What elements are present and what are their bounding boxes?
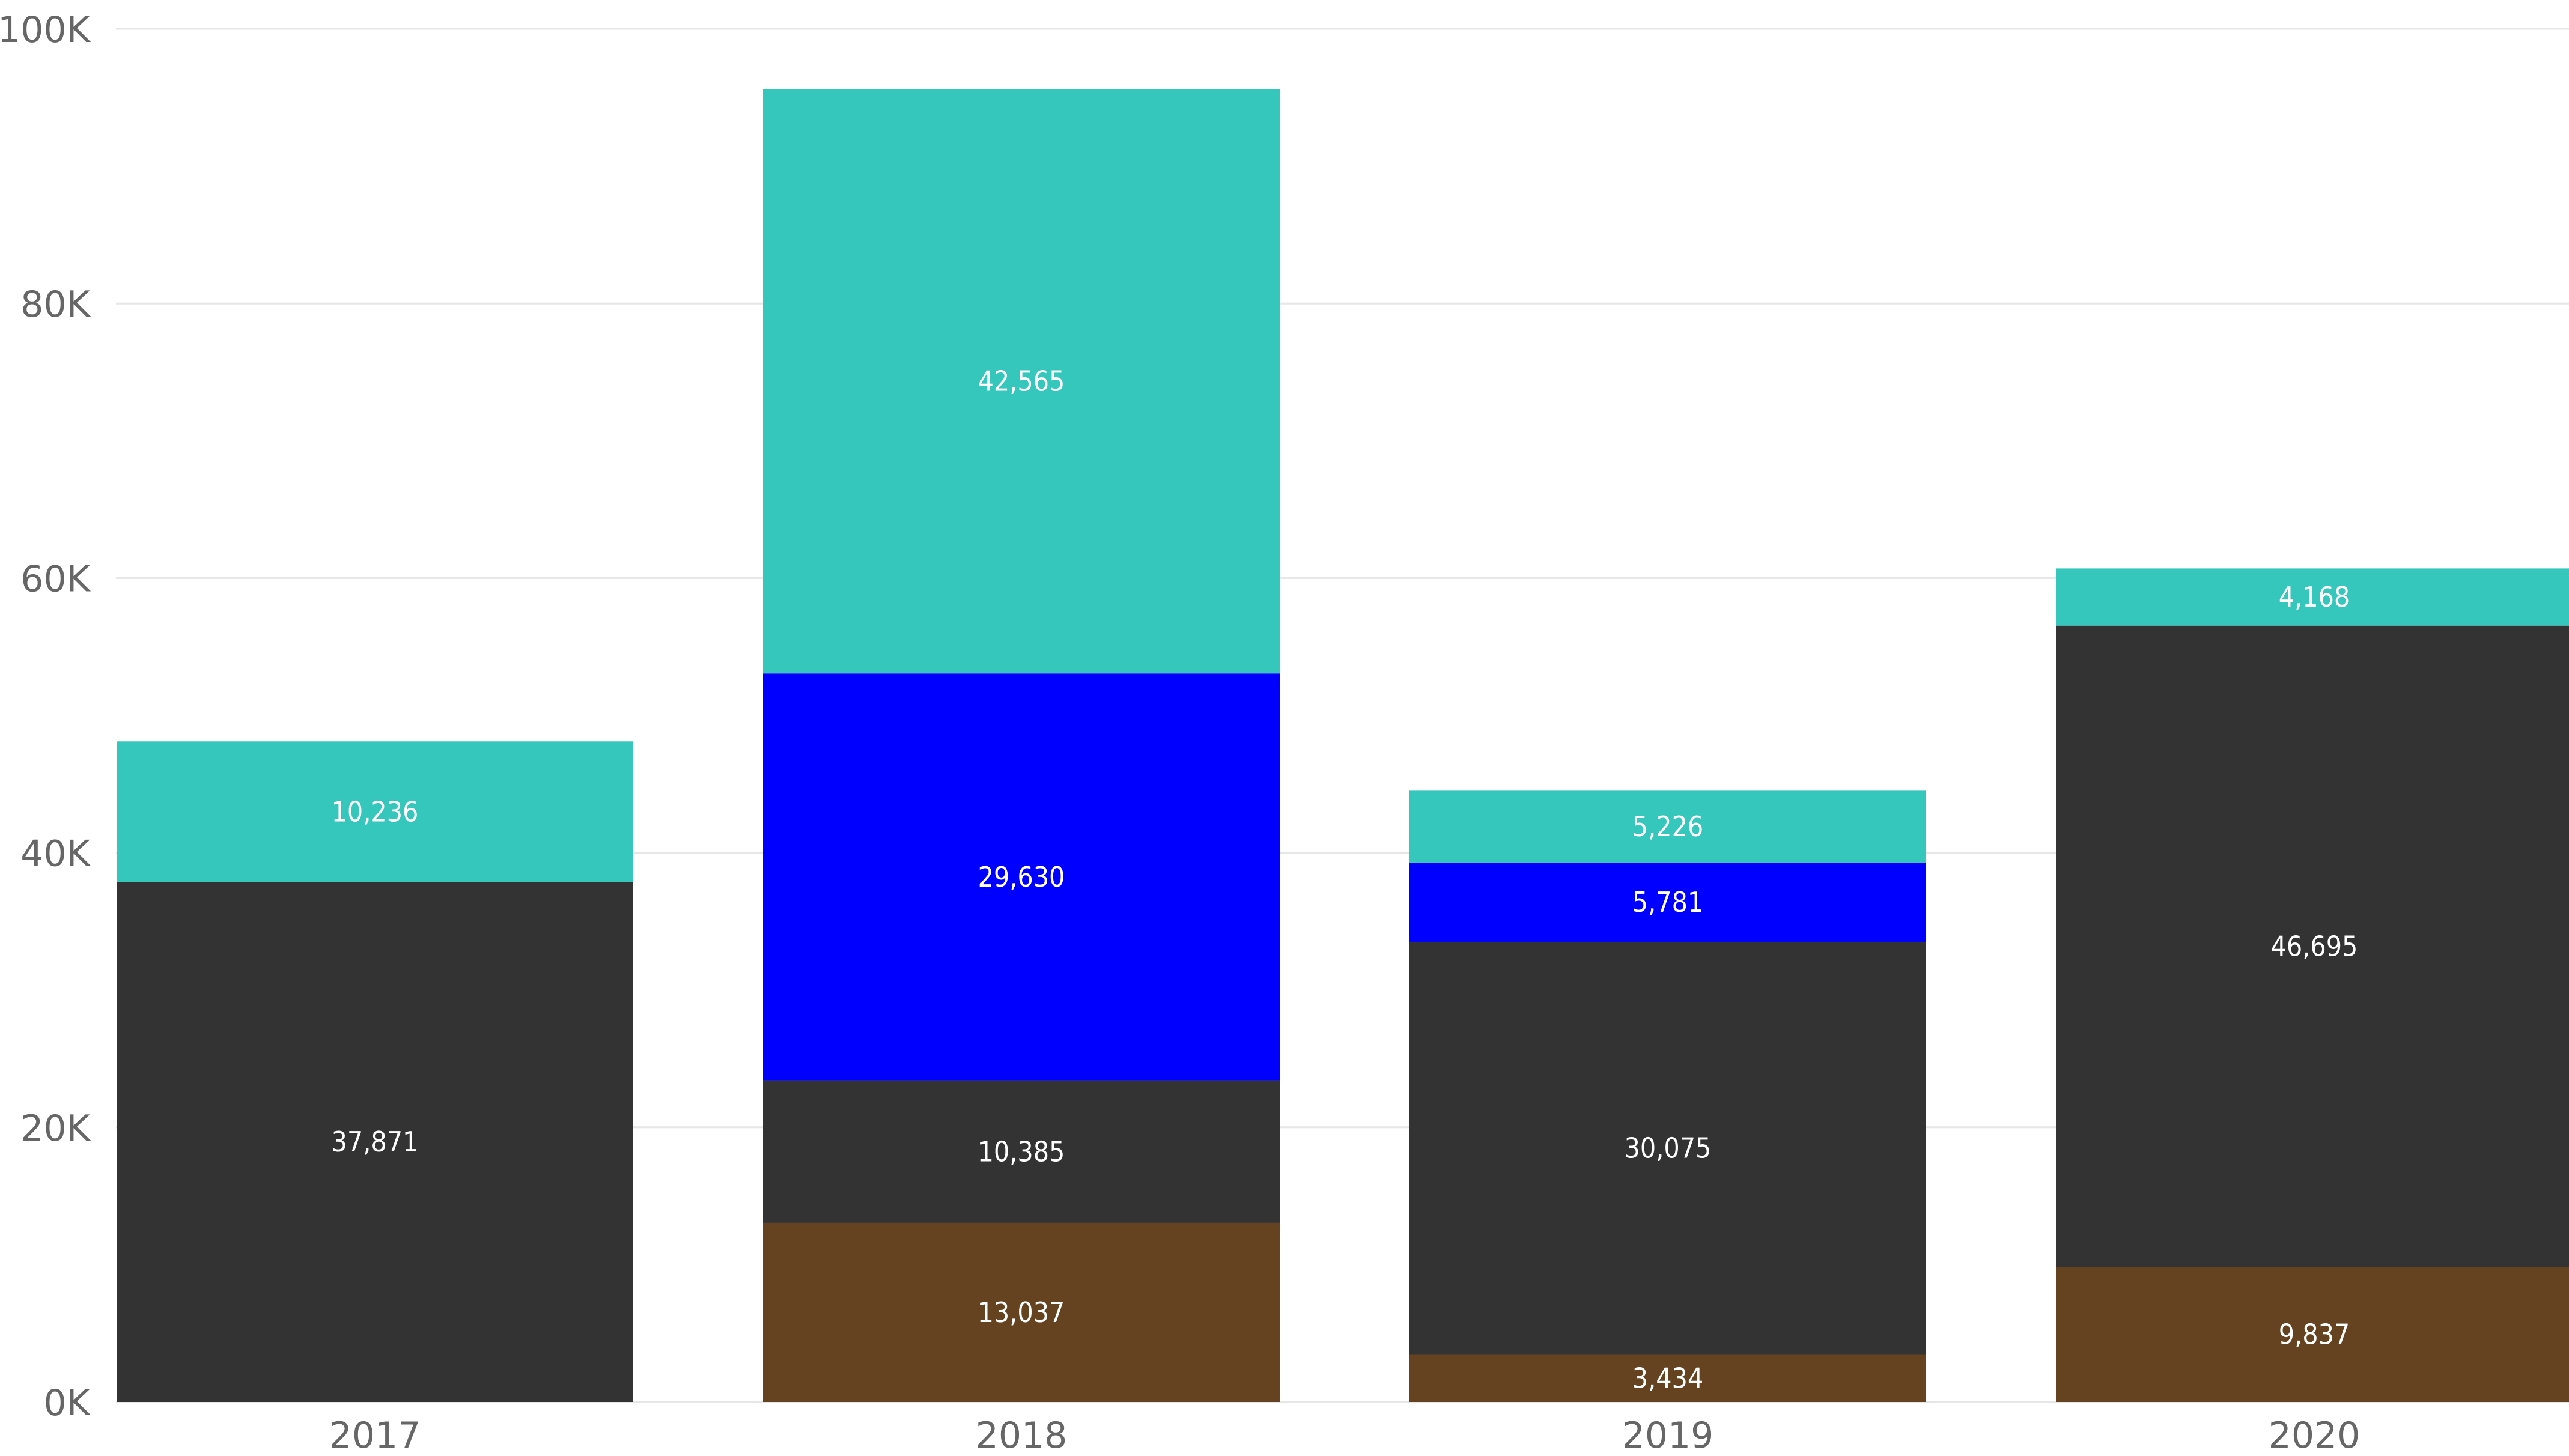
bar-segment <box>1409 941 1926 1355</box>
bar-segment <box>2056 568 2569 626</box>
data-label: 30,075 <box>1625 1132 1712 1165</box>
y-tick-label: 80K <box>20 284 91 326</box>
bar-segment <box>117 741 633 882</box>
data-label: 10,236 <box>332 795 419 828</box>
data-label: 4,168 <box>2279 581 2350 613</box>
data-labels: 37,871 10,236 13,037 10,385 29,630 42,565 3,43… <box>332 365 2358 1395</box>
y-tick-label: 20K <box>20 1108 91 1150</box>
x-tick-label: 2020 <box>2269 1415 2361 1456</box>
bar-segment <box>117 882 633 1402</box>
data-label: 42,565 <box>978 365 1065 398</box>
axes: 0K 20K 40K 60K 80K 100K 2017 2018 2019 2020 <box>0 9 2360 1456</box>
data-label: 9,837 <box>2279 1318 2350 1351</box>
y-tick-label: 0K <box>43 1382 91 1424</box>
x-tick-label: 2018 <box>976 1415 1068 1456</box>
bar-segment <box>1409 790 1926 863</box>
data-label: 29,630 <box>978 861 1065 893</box>
data-label: 37,871 <box>332 1126 419 1158</box>
bar-segment <box>763 1222 1280 1402</box>
y-tick-label: 100K <box>0 9 91 51</box>
bar-segment <box>2056 625 2569 1267</box>
x-tick-label: 2019 <box>1622 1415 1714 1456</box>
data-label: 3,434 <box>1632 1362 1703 1395</box>
bar-segment <box>763 673 1280 1081</box>
bar-segment <box>1409 1354 1926 1402</box>
bar-segment <box>1409 862 1926 942</box>
data-label: 5,226 <box>1632 810 1703 843</box>
bar-segment <box>2056 1267 2569 1402</box>
bar-segment <box>763 89 1280 674</box>
x-tick-label: 2017 <box>329 1415 421 1456</box>
bars <box>117 89 2569 1402</box>
data-label: 10,385 <box>978 1135 1065 1168</box>
data-label: 13,037 <box>978 1296 1065 1329</box>
bar-segment <box>763 1080 1280 1223</box>
data-label: 46,695 <box>2271 930 2358 962</box>
y-tick-label: 60K <box>20 558 91 600</box>
y-tick-label: 40K <box>20 833 91 875</box>
data-label: 5,781 <box>1632 886 1703 918</box>
